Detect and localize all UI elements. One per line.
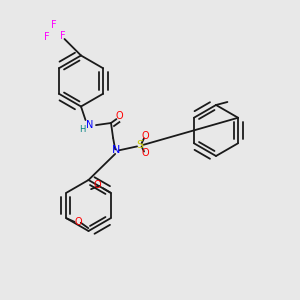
Text: O: O [93,180,101,190]
Text: O: O [116,111,123,121]
Text: O: O [142,131,149,141]
Text: N: N [112,145,120,155]
Text: F: F [60,31,66,41]
Text: N: N [86,120,94,130]
Text: O: O [75,217,82,227]
Text: F: F [51,20,57,30]
Text: H: H [79,125,86,134]
Text: O: O [142,148,149,158]
Text: F: F [44,32,49,43]
Text: S: S [136,140,144,150]
